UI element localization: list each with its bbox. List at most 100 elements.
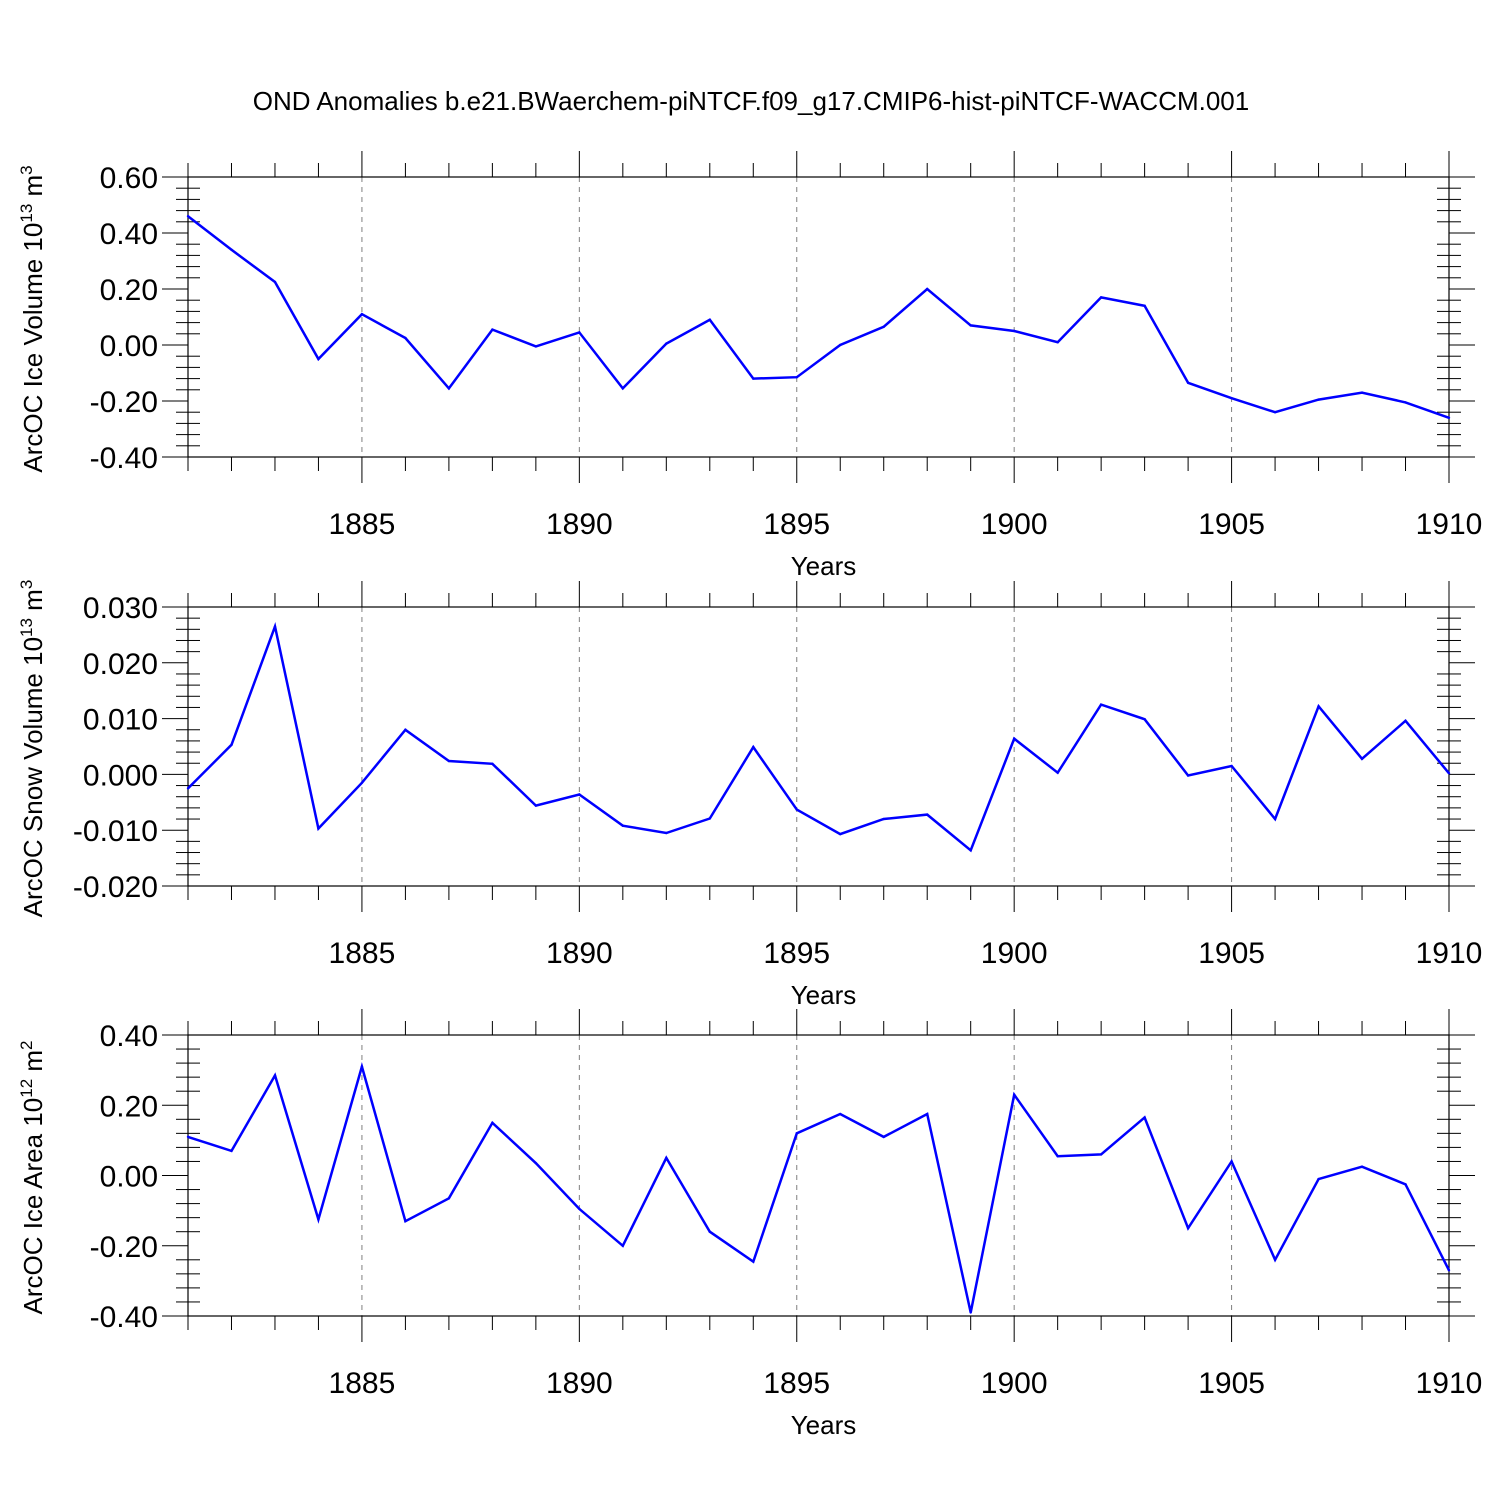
data-point [795, 808, 798, 811]
y-tick-label: -0.20 [90, 1231, 158, 1264]
data-point [404, 728, 407, 731]
data-point [1317, 1177, 1320, 1181]
data-point [1447, 772, 1451, 775]
x-tick-label: 1885 [329, 937, 396, 970]
y-axis-title-exp: 12 [17, 1079, 36, 1098]
data-point [882, 817, 885, 821]
data-point [795, 1132, 798, 1135]
data-point [273, 625, 277, 628]
data-point [360, 1065, 364, 1068]
x-tick-label: 1900 [981, 508, 1048, 541]
data-point [1360, 1165, 1364, 1168]
data-point [839, 343, 842, 347]
data-point [1404, 401, 1407, 404]
x-tick-label: 1890 [546, 1367, 613, 1400]
data-point [969, 324, 972, 327]
data-point [1012, 737, 1016, 740]
y-axis-title: ArcOC Snow Volume 1013 m3 [17, 580, 48, 918]
data-point [491, 328, 494, 331]
x-tick-label: 1890 [546, 508, 613, 541]
data-point [1012, 329, 1016, 333]
data-point [752, 377, 755, 380]
data-point [1012, 1093, 1016, 1096]
data-point [621, 824, 625, 827]
data-point [447, 387, 451, 390]
y-axis-title-exp: 13 [17, 618, 36, 637]
data-point [969, 849, 972, 852]
y-axis-title-unit-exp: 3 [17, 165, 36, 174]
data-point [1273, 1258, 1277, 1262]
y-tick-label: 0.40 [100, 1020, 158, 1053]
x-tick-label: 1885 [329, 508, 396, 541]
data-point [665, 1156, 668, 1160]
data-point [1317, 398, 1320, 401]
data-point [1056, 341, 1059, 344]
y-tick-label: 0.20 [100, 1090, 158, 1123]
y-tick-label: 0.40 [100, 218, 158, 251]
x-tick-label: 1900 [981, 1367, 1048, 1400]
data-point [1230, 397, 1233, 400]
data-point [534, 1162, 538, 1165]
x-axis-title: Years [791, 551, 857, 581]
data-point [186, 215, 190, 218]
x-tick-label: 1895 [763, 508, 830, 541]
y-axis-title-main: ArcOC Ice Area 10 [18, 1098, 48, 1315]
data-point [752, 745, 755, 749]
y-tick-label: 0.010 [83, 704, 158, 737]
y-tick-label: 0.020 [83, 648, 158, 681]
y-tick-label: -0.40 [90, 442, 158, 475]
data-point [360, 781, 364, 784]
panel-3: -0.40 -0.20 0.00 0.20 0.40 1885 1890 1895 1900 19… [17, 1009, 1482, 1440]
data-point [1360, 391, 1364, 394]
data-point [926, 813, 929, 816]
data-point [230, 248, 233, 251]
y-axis-title-unit: m [18, 589, 48, 618]
data-point [1099, 1153, 1103, 1156]
data-point [882, 1135, 885, 1139]
data-point [186, 787, 190, 790]
data-point [882, 325, 885, 328]
data-point [1273, 411, 1277, 414]
x-tick-label: 1895 [763, 937, 830, 970]
data-point [1056, 1154, 1059, 1158]
y-tick-label: 0.60 [100, 162, 158, 195]
y-axis-title-unit-exp: 3 [17, 580, 36, 589]
data-point [1186, 381, 1190, 384]
data-point [621, 1244, 625, 1247]
data-point [839, 832, 842, 836]
x-tick-label: 1905 [1198, 508, 1265, 541]
data-point [1099, 703, 1103, 706]
data-point [578, 331, 581, 334]
y-tick-label: 0.20 [100, 274, 158, 307]
y-axis-title: ArcOC Ice Area 1012 m2 [17, 1040, 48, 1314]
y-axis-title-main: ArcOC Ice Volume 10 [18, 223, 48, 473]
x-tick-label: 1885 [329, 1367, 396, 1400]
data-point [1186, 774, 1190, 777]
data-point [839, 1112, 842, 1116]
y-tick-label: -0.020 [73, 871, 158, 904]
x-tick-label: 1910 [1416, 508, 1483, 541]
data-point [317, 1218, 320, 1221]
data-point [1230, 764, 1233, 768]
data-point [665, 342, 668, 345]
x-tick-label: 1910 [1416, 937, 1483, 970]
data-point [317, 357, 320, 361]
x-tick-label: 1890 [546, 937, 613, 970]
panel-1: -0.40 -0.20 0.00 0.20 0.40 0.60 1885 1890 1895 19… [17, 151, 1482, 581]
data-point [795, 376, 798, 379]
y-tick-label: -0.010 [73, 815, 158, 848]
series-line [187, 1062, 1451, 1313]
figure-title: OND Anomalies b.e21.BWaerchem-piNTCF.f09… [253, 86, 1249, 116]
y-axis-title-unit-exp: 2 [17, 1040, 36, 1049]
data-point [621, 387, 625, 390]
plot-frame [187, 606, 1450, 887]
x-tick-label: 1895 [763, 1367, 830, 1400]
y-tick-label: 0.030 [83, 592, 158, 625]
data-point [708, 1230, 711, 1233]
data-point [969, 1311, 972, 1314]
data-point [491, 762, 494, 765]
data-point [273, 280, 277, 284]
data-point [360, 313, 364, 316]
data-point [273, 1074, 277, 1077]
data-point [1186, 1226, 1190, 1230]
